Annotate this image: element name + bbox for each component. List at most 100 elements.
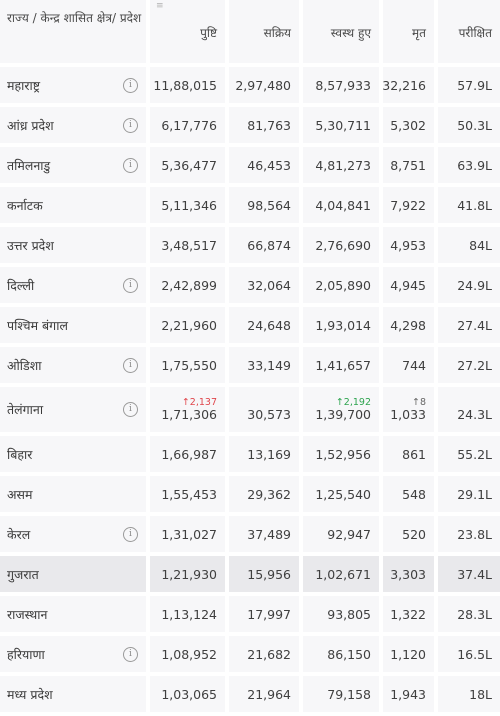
- table-row[interactable]: असम 1,55,453 29,362 1,25,540 548 29.1L: [0, 476, 500, 516]
- tested-cell: 84L: [438, 227, 500, 263]
- confirmed-value: 1,31,027: [161, 526, 217, 542]
- state-cell[interactable]: तमिलनाडु i: [0, 147, 146, 183]
- info-icon[interactable]: i: [123, 77, 138, 93]
- state-name: मध्य प्रदेश: [7, 686, 53, 702]
- state-cell[interactable]: तेलंगाना i: [0, 387, 146, 432]
- state-cell[interactable]: दिल्ली i: [0, 267, 146, 303]
- confirmed-value: 1,75,550: [161, 357, 217, 373]
- recovered-value: 86,150: [327, 646, 371, 662]
- deceased-value: 7,922: [390, 197, 426, 213]
- state-cell[interactable]: महाराष्ट्र i: [0, 67, 146, 103]
- active-value: 15,956: [247, 566, 291, 582]
- tested-cell: 24.3L: [438, 387, 500, 432]
- active-cell: 81,763: [229, 107, 299, 143]
- header-confirmed-label: पुष्टि: [200, 26, 217, 40]
- table-row[interactable]: आंध्र प्रदेश i 6,17,776 81,763 5,30,711 …: [0, 107, 500, 147]
- state-name: उत्तर प्रदेश: [7, 237, 54, 253]
- header-active[interactable]: सक्रिय: [229, 0, 299, 63]
- deceased-cell: 4,298: [383, 307, 434, 343]
- state-cell[interactable]: केरल i: [0, 516, 146, 552]
- confirmed-cell: 1,66,987: [150, 436, 225, 472]
- table-row[interactable]: महाराष्ट्र i 11,88,015 2,97,480 8,57,933…: [0, 67, 500, 107]
- state-cell[interactable]: ओडिशा i: [0, 347, 146, 383]
- recovered-cell: 1,52,956: [303, 436, 379, 472]
- active-cell: 21,964: [229, 676, 299, 712]
- info-icon[interactable]: i: [123, 157, 138, 173]
- active-value: 29,362: [247, 486, 291, 502]
- tested-value: 29.1L: [457, 486, 492, 502]
- active-value: 17,997: [247, 606, 291, 622]
- table-row[interactable]: ओडिशा i 1,75,550 33,149 1,41,657 744 27.…: [0, 347, 500, 387]
- recovered-value: 92,947: [327, 526, 371, 542]
- table-row[interactable]: कर्नाटक 5,11,346 98,564 4,04,841 7,922 4…: [0, 187, 500, 227]
- tested-value: 16.5L: [457, 646, 492, 662]
- confirmed-value: 3,48,517: [161, 237, 217, 253]
- recovered-cell: 93,805: [303, 596, 379, 632]
- state-cell[interactable]: राजस्थान: [0, 596, 146, 632]
- info-icon[interactable]: i: [123, 402, 138, 417]
- recovered-cell: 1,25,540: [303, 476, 379, 512]
- table-row[interactable]: मध्य प्रदेश 1,03,065 21,964 79,158 1,943…: [0, 676, 500, 716]
- recovered-cell: 2,05,890: [303, 267, 379, 303]
- table-row[interactable]: पश्चिम बंगाल 2,21,960 24,648 1,93,014 4,…: [0, 307, 500, 347]
- recovered-cell: 5,30,711: [303, 107, 379, 143]
- state-name: गुजरात: [7, 566, 39, 582]
- table-row[interactable]: तमिलनाडु i 5,36,477 46,453 4,81,273 8,75…: [0, 147, 500, 187]
- state-cell[interactable]: कर्नाटक: [0, 187, 146, 223]
- tested-stack: 24.3L: [457, 397, 492, 422]
- info-icon[interactable]: i: [123, 646, 138, 662]
- deceased-cell: 5,302: [383, 107, 434, 143]
- state-cell[interactable]: असम: [0, 476, 146, 512]
- state-cell[interactable]: हरियाणा i: [0, 636, 146, 672]
- table-row[interactable]: उत्तर प्रदेश 3,48,517 66,874 2,76,690 4,…: [0, 227, 500, 267]
- sort-icon[interactable]: ≡: [156, 1, 164, 11]
- active-value: 21,682: [247, 646, 291, 662]
- info-icon[interactable]: i: [123, 277, 138, 293]
- info-icon[interactable]: i: [123, 117, 138, 133]
- tested-cell: 41.8L: [438, 187, 500, 223]
- confirmed-value: 1,13,124: [161, 606, 217, 622]
- table-row[interactable]: दिल्ली i 2,42,899 32,064 2,05,890 4,945 …: [0, 267, 500, 307]
- state-cell[interactable]: पश्चिम बंगाल: [0, 307, 146, 343]
- recovered-cell: 4,81,273: [303, 147, 379, 183]
- state-cell[interactable]: मध्य प्रदेश: [0, 676, 146, 712]
- deceased-value: 1,943: [390, 686, 426, 702]
- table-row[interactable]: गुजरात 1,21,930 15,956 1,02,671 3,303 37…: [0, 556, 500, 596]
- confirmed-value: 1,71,306: [161, 407, 217, 422]
- header-tested[interactable]: परीक्षित: [438, 0, 500, 63]
- header-recovered[interactable]: स्वस्थ हुए: [303, 0, 379, 63]
- tested-cell: 16.5L: [438, 636, 500, 672]
- deceased-cell: ↑8 1,033: [383, 387, 434, 432]
- header-confirmed[interactable]: ≡ पुष्टि: [150, 0, 225, 63]
- state-cell[interactable]: बिहार: [0, 436, 146, 472]
- table-row[interactable]: बिहार 1,66,987 13,169 1,52,956 861 55.2L: [0, 436, 500, 476]
- tested-value: 84L: [469, 237, 492, 253]
- tested-value: 41.8L: [457, 197, 492, 213]
- active-value: 66,874: [247, 237, 291, 253]
- state-cell[interactable]: उत्तर प्रदेश: [0, 227, 146, 263]
- table-row[interactable]: राजस्थान 1,13,124 17,997 93,805 1,322 28…: [0, 596, 500, 636]
- deceased-cell: 3,303: [383, 556, 434, 592]
- table-row[interactable]: हरियाणा i 1,08,952 21,682 86,150 1,120 1…: [0, 636, 500, 676]
- state-cell[interactable]: गुजरात: [0, 556, 146, 592]
- tested-cell: 27.2L: [438, 347, 500, 383]
- confirmed-cell: 2,42,899: [150, 267, 225, 303]
- confirmed-cell: 5,36,477: [150, 147, 225, 183]
- header-deceased[interactable]: मृत: [383, 0, 434, 63]
- state-name: तेलंगाना: [7, 402, 44, 417]
- state-cell[interactable]: आंध्र प्रदेश i: [0, 107, 146, 143]
- info-icon[interactable]: i: [123, 526, 138, 542]
- deceased-cell: 7,922: [383, 187, 434, 223]
- state-name: आंध्र प्रदेश: [7, 117, 54, 133]
- tested-cell: 27.4L: [438, 307, 500, 343]
- info-icon[interactable]: i: [123, 357, 138, 373]
- header-state[interactable]: राज्य / केन्द्र शासित क्षेत्र/ प्रदेश: [0, 0, 146, 63]
- recovered-value: 2,05,890: [315, 277, 371, 293]
- active-value: 81,763: [247, 117, 291, 133]
- deceased-value: 1,120: [390, 646, 426, 662]
- table-row[interactable]: तेलंगाना i ↑2,137 1,71,306 30,573 ↑2,192…: [0, 387, 500, 436]
- active-value: 46,453: [247, 157, 291, 173]
- table-row[interactable]: केरल i 1,31,027 37,489 92,947 520 23.8L: [0, 516, 500, 556]
- confirmed-value: 1,08,952: [161, 646, 217, 662]
